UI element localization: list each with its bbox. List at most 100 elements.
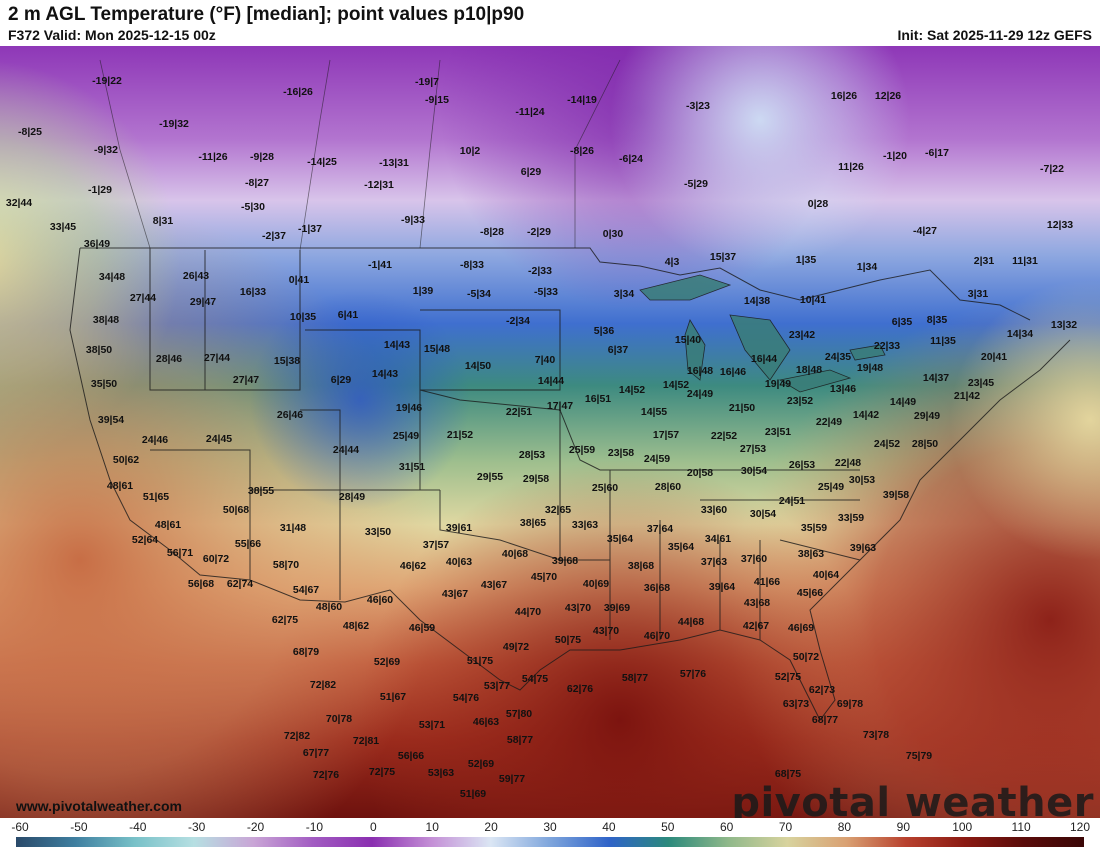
point-value: 0|30: [602, 227, 624, 240]
point-value: 30|53: [848, 473, 876, 486]
point-value: 1|35: [795, 253, 817, 266]
point-value: 17|57: [652, 428, 680, 441]
point-value: -19|22: [92, 74, 122, 87]
point-value: 21|42: [953, 389, 981, 402]
point-value: -8|26: [570, 144, 594, 157]
point-value: 69|78: [836, 697, 864, 710]
point-value: 16|26: [830, 89, 858, 102]
point-value: 40|63: [445, 555, 473, 568]
point-value: 55|66: [234, 537, 262, 550]
point-value: 52|69: [467, 757, 495, 770]
point-value: -8|25: [18, 125, 42, 138]
point-value: 44|70: [514, 605, 542, 618]
point-value: 39|58: [882, 488, 910, 501]
point-value: 43|67: [441, 587, 469, 600]
point-value: 34|48: [98, 270, 126, 283]
point-value: 10|41: [799, 293, 827, 306]
point-value: 0|28: [807, 197, 829, 210]
point-value: 24|52: [873, 437, 901, 450]
point-value: 21|52: [446, 428, 474, 441]
point-value: 46|70: [643, 629, 671, 642]
point-value: -2|34: [506, 314, 530, 327]
point-value: 53|63: [427, 766, 455, 779]
point-value: 56|66: [397, 749, 425, 762]
point-value: 3|34: [613, 287, 635, 300]
point-value: 56|68: [187, 577, 215, 590]
point-value: 38|48: [92, 313, 120, 326]
temperature-map[interactable]: -19|22 -16|26 -19|7 -9|15 -11|24 -14|19 -3|23 1…: [0, 46, 1100, 818]
color-scale-bar: [16, 837, 1084, 847]
point-value: 29|55: [476, 470, 504, 483]
color-scale-tick: 80: [837, 820, 852, 834]
point-value: 16|51: [584, 392, 612, 405]
point-value: 16|48: [686, 364, 714, 377]
point-value: 23|45: [967, 376, 995, 389]
point-value: 73|78: [862, 728, 890, 741]
point-value: 54|76: [452, 691, 480, 704]
point-value: 27|53: [739, 442, 767, 455]
point-value: 50|75: [554, 633, 582, 646]
point-value: -16|26: [283, 85, 313, 98]
point-value: 6|35: [891, 315, 913, 328]
point-value: 14|52: [662, 378, 690, 391]
point-value: 26|53: [788, 458, 816, 471]
point-value: 58|77: [506, 733, 534, 746]
color-scale-tick: 20: [484, 820, 498, 834]
point-value: 56|71: [166, 546, 194, 559]
point-value: 14|37: [922, 371, 950, 384]
point-value: -9|33: [401, 213, 425, 226]
color-scale-tick: 100: [952, 820, 973, 834]
point-value: 6|29: [520, 165, 542, 178]
point-value: 24|51: [778, 494, 806, 507]
point-value: 15|37: [709, 250, 737, 263]
point-value: 24|46: [141, 433, 169, 446]
map-graphic: [0, 46, 1100, 818]
point-value: 50|62: [112, 453, 140, 466]
point-value: -2|29: [527, 225, 551, 238]
point-value: 3|31: [967, 287, 989, 300]
point-value: 33|63: [571, 518, 599, 531]
point-value: 29|49: [913, 409, 941, 422]
init-time: Init: Sat 2025-11-29 12z GEFS: [897, 27, 1092, 43]
point-value: 46|62: [399, 559, 427, 572]
point-value: 14|50: [464, 359, 492, 372]
point-value: 13|32: [1050, 318, 1078, 331]
point-value: 10|2: [459, 144, 481, 157]
point-value: 38|68: [627, 559, 655, 572]
point-value: 39|61: [445, 521, 473, 534]
point-value: 35|50: [90, 377, 118, 390]
point-value: 40|64: [812, 568, 840, 581]
point-value: 58|77: [621, 671, 649, 684]
point-value: 27|44: [203, 351, 231, 364]
brand-watermark: pivotal weather: [731, 780, 1094, 818]
point-value: 8|35: [926, 313, 948, 326]
point-value: 37|57: [422, 538, 450, 551]
point-value: 33|50: [364, 525, 392, 538]
point-value: 37|64: [646, 522, 674, 535]
point-value: 14|43: [371, 367, 399, 380]
point-value: 16|46: [719, 365, 747, 378]
point-value: 28|49: [338, 490, 366, 503]
point-value: -9|32: [94, 143, 118, 156]
point-value: 46|69: [787, 621, 815, 634]
color-scale-tick: 70: [778, 820, 793, 834]
point-value: 25|59: [568, 443, 596, 456]
point-value: 58|70: [272, 558, 300, 571]
point-value: 28|46: [155, 352, 183, 365]
point-value: 25|49: [392, 429, 420, 442]
point-value: 54|67: [292, 583, 320, 596]
point-value: 23|51: [764, 425, 792, 438]
point-value: -5|33: [534, 285, 558, 298]
point-value: 1|39: [412, 284, 434, 297]
point-value: 37|63: [700, 555, 728, 568]
point-value: 15|48: [423, 342, 451, 355]
color-scale-tick: 30: [543, 820, 557, 834]
point-value: 51|67: [379, 690, 407, 703]
point-value: 72|81: [352, 734, 380, 747]
point-value: 68|79: [292, 645, 320, 658]
point-value: 31|48: [279, 521, 307, 534]
point-value: 51|69: [459, 787, 487, 800]
point-value: 30|54: [740, 464, 768, 477]
point-value: 14|34: [1006, 327, 1034, 340]
point-value: 63|73: [782, 697, 810, 710]
